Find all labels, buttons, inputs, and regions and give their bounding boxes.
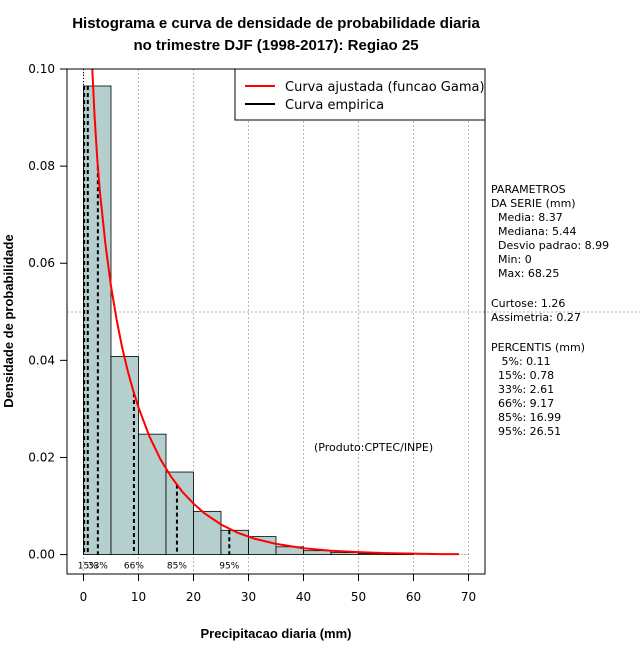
percentile-markers: 15%33% 66% 85% 95% (78, 69, 240, 572)
histogram-bar (165, 471, 194, 555)
x-tick-label: 50 (351, 590, 366, 604)
x-tick-label: 40 (296, 590, 311, 604)
y-axis: 0.00 0.02 0.04 0.06 0.08 0.10 (28, 62, 67, 562)
percentile-label-66: 66% (124, 562, 144, 572)
y-axis-label: Densidade de probabilidade (1, 234, 16, 407)
percentil-15: 15%: 0.78 (491, 369, 554, 382)
param-assimetria: Assimetria: 0.27 (491, 311, 581, 324)
param-media: Media: 8.37 (491, 211, 563, 224)
param-mediana: Mediana: 5.44 (491, 225, 576, 238)
percentis-heading: PERCENTIS (mm) (491, 341, 585, 354)
y-tick-label: 0.08 (28, 159, 55, 173)
legend-box (234, 68, 486, 121)
histogram-bar (193, 510, 222, 555)
histogram-bar (110, 356, 139, 555)
percentil-66: 66%: 9.17 (491, 397, 554, 410)
param-desvio: Desvio padrao: 8.99 (491, 239, 609, 252)
params-heading-2: DA SERIE (mm) (491, 197, 576, 210)
x-axis-label: Precipitacao diaria (mm) (201, 626, 352, 641)
param-max: Max: 68.25 (491, 267, 559, 280)
y-tick-label: 0.10 (28, 62, 55, 76)
series-parameters-panel: PARAMETROS DA SERIE (mm) Media: 8.37 Med… (491, 183, 609, 438)
percentile-label-33: 33% (88, 562, 108, 572)
x-axis: 0 10 20 30 40 50 60 70 (80, 573, 476, 604)
x-tick-label: 30 (241, 590, 256, 604)
chart-title-line-1: Histograma e curva de densidade de proba… (72, 15, 480, 32)
histogram-bars (83, 85, 414, 555)
y-tick-label: 0.00 (28, 548, 55, 562)
y-tick-label: 0.02 (28, 450, 55, 464)
x-tick-label: 0 (80, 590, 88, 604)
param-curtose: Curtose: 1.26 (491, 297, 565, 310)
product-credit: (Produto:CPTEC/INPE) (314, 441, 433, 454)
percentile-label-85: 85% (167, 562, 187, 572)
histogram-bar (138, 433, 167, 555)
percentil-5: 5%: 0.11 (491, 355, 551, 368)
percentil-95: 95%: 26.51 (491, 425, 561, 438)
x-tick-label: 10 (131, 590, 146, 604)
percentil-33: 33%: 2.61 (491, 383, 554, 396)
percentile-label-95: 95% (219, 562, 239, 572)
param-min: Min: 0 (491, 253, 532, 266)
histogram-bar (248, 536, 277, 555)
y-tick-label: 0.04 (28, 353, 55, 367)
y-tick-label: 0.06 (28, 256, 55, 270)
chart-title-line-2: no trimestre DJF (1998-2017): Regiao 25 (133, 37, 418, 54)
fitted-gamma-curve (91, 68, 459, 556)
legend: Curva ajustada (funcao Gama) Curva empir… (234, 68, 486, 121)
percentile-label-15: 15% (78, 562, 98, 572)
x-tick-label: 20 (186, 590, 201, 604)
legend-empirical-label: Curva empirica (285, 98, 384, 113)
x-tick-label: 60 (406, 590, 421, 604)
histogram-bar (220, 529, 249, 555)
legend-fitted-label: Curva ajustada (funcao Gama) (285, 80, 485, 95)
curves (91, 68, 459, 556)
x-tick-label: 70 (461, 590, 476, 604)
percentil-85: 85%: 16.99 (491, 411, 561, 424)
params-heading-1: PARAMETROS (491, 183, 566, 196)
